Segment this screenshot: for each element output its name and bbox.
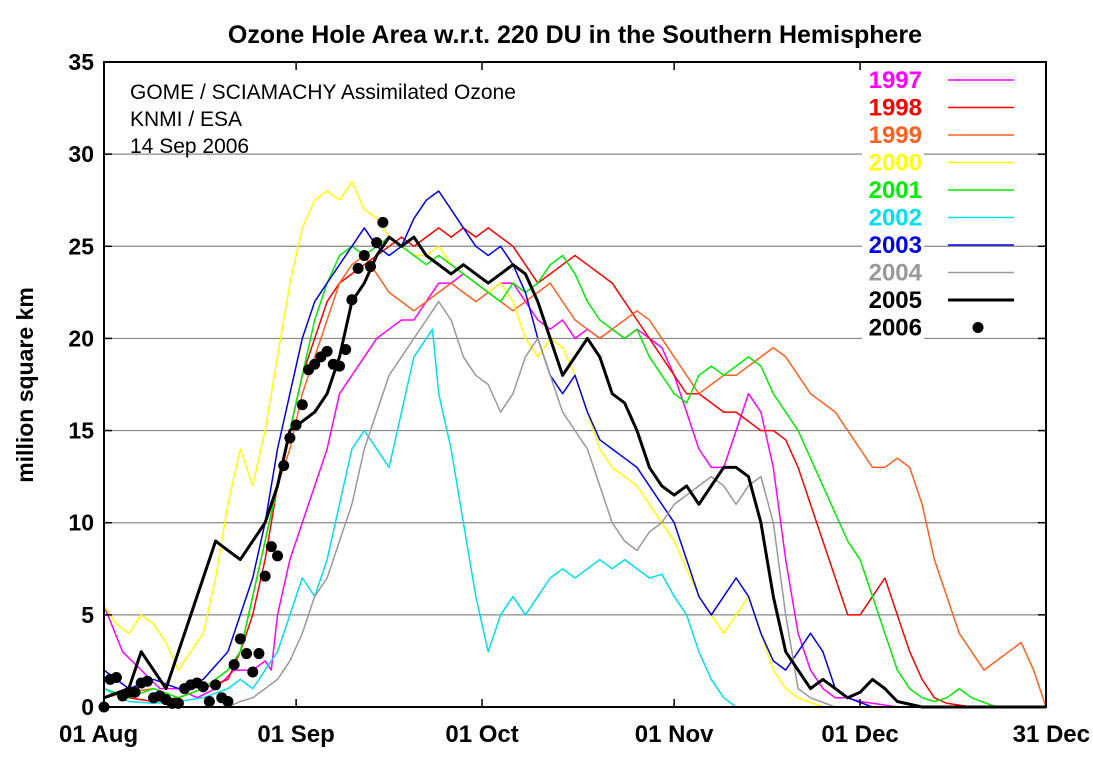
series-2002 <box>103 328 1046 708</box>
legend-label-bg <box>862 95 924 122</box>
chart-title: Ozone Hole Area w.r.t. 220 DU in the Sou… <box>228 21 922 49</box>
legend-label: 2005 <box>869 287 922 314</box>
series-line <box>103 236 1046 708</box>
series-1997 <box>103 273 1046 708</box>
legend-label-bg <box>862 205 924 232</box>
legend-label: 2000 <box>869 150 922 177</box>
series-2006 <box>98 216 389 713</box>
y-tick-label: 5 <box>81 602 94 628</box>
data-point <box>352 262 364 274</box>
annotation-date: 14 Sep 2006 <box>130 135 249 158</box>
series-line <box>103 235 1046 709</box>
data-point <box>321 345 333 357</box>
legend-label: 2004 <box>869 260 923 287</box>
data-point <box>259 570 271 582</box>
data-point <box>377 216 389 228</box>
data-point <box>296 399 308 411</box>
series-line <box>103 190 1046 708</box>
legend-label-bg <box>862 150 924 177</box>
y-tick-label: 35 <box>68 49 94 75</box>
data-point <box>141 675 153 687</box>
data-point <box>340 343 352 355</box>
legend-label: 2003 <box>869 232 922 259</box>
data-point <box>241 648 253 660</box>
x-tick-label: 01 Nov <box>635 721 714 748</box>
y-tick-label: 0 <box>81 694 94 720</box>
series-2004 <box>227 300 1046 708</box>
legend-label-bg <box>862 178 924 204</box>
legend-label: 1997 <box>869 67 922 94</box>
y-tick-label: 20 <box>68 325 94 351</box>
data-point <box>371 237 383 249</box>
data-point <box>203 695 215 707</box>
data-point <box>272 550 284 562</box>
y-axis-label: million square km <box>12 287 38 483</box>
data-point <box>247 666 259 678</box>
annotation-source: GOME / SCIAMACHY Assimilated Ozone <box>130 81 516 104</box>
data-point <box>334 360 345 372</box>
series-lines <box>98 181 1047 713</box>
axis-ticks: 0 5 10 15 20 25 30 35 01 Aug 01 Sep 01 Oct 01 Nov 01… <box>59 49 1090 748</box>
legend-label-bg <box>862 260 924 287</box>
data-point <box>284 432 296 444</box>
data-point <box>210 679 222 691</box>
series-line <box>103 273 1046 708</box>
x-tick-label: 01 Dec <box>821 721 898 748</box>
legend-label: 1998 <box>869 95 922 122</box>
legend-label: 2002 <box>869 205 922 232</box>
data-point <box>253 648 265 660</box>
legend-label-bg <box>862 68 924 94</box>
data-point <box>346 294 358 306</box>
legend-marker <box>972 322 984 333</box>
series-2005 <box>103 235 1046 709</box>
data-point <box>228 659 240 671</box>
legend-label: 1999 <box>869 122 922 149</box>
annotation-institution: KNMI / ESA <box>130 108 242 131</box>
data-point <box>290 419 302 431</box>
series-2001 <box>103 236 1046 708</box>
legend-label-bg <box>862 123 924 149</box>
data-point <box>234 633 246 645</box>
plot-frame <box>103 61 1047 708</box>
data-point <box>110 672 122 684</box>
annotation-block: GOME / SCIAMACHY Assimilated Ozone KNMI … <box>130 81 516 158</box>
x-tick-label: 31 Dec <box>1013 721 1090 748</box>
series-2003 <box>103 190 1046 708</box>
data-point <box>358 250 370 261</box>
x-tick-label: 01 Oct <box>445 721 518 748</box>
y-tick-label: 10 <box>68 510 94 536</box>
data-point <box>265 541 277 553</box>
y-tick-label: 30 <box>68 141 94 167</box>
data-point <box>222 695 234 707</box>
legend-label-bg <box>862 315 924 342</box>
legend-label: 2001 <box>869 177 922 204</box>
x-tick-label: 01 Aug <box>59 721 138 748</box>
y-tick-label: 25 <box>68 233 94 259</box>
data-point <box>197 681 209 693</box>
y-tick-label: 15 <box>68 418 94 444</box>
data-point <box>364 261 376 273</box>
x-tick-label: 01 Sep <box>257 721 334 748</box>
data-point <box>309 358 321 370</box>
series-line <box>103 328 1046 708</box>
data-point <box>278 460 290 472</box>
legend-label-bg <box>862 288 924 314</box>
legend-label: 2006 <box>869 315 922 342</box>
data-point <box>129 686 141 698</box>
legend-label-bg <box>862 233 924 259</box>
series-line <box>227 300 1046 708</box>
